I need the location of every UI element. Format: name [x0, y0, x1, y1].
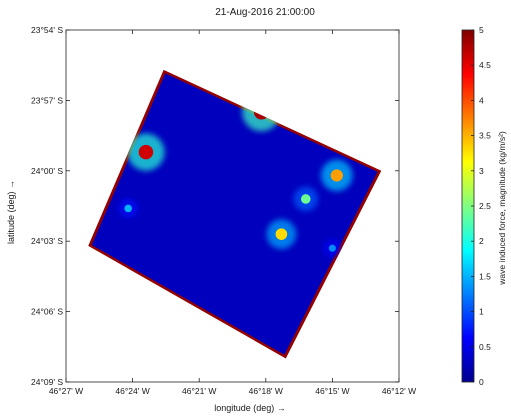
- y-tick-label: 24°00' S: [31, 166, 63, 176]
- x-tick-label: 46°24' W: [115, 386, 149, 396]
- domain-interior: [91, 73, 378, 355]
- colorbar-tick-label: 1: [479, 307, 484, 317]
- x-axis-label: longitude (deg) →: [214, 403, 286, 413]
- axis-ticks: 46°27' W 46°24' W 46°21' W 46°18' W 46°15' W…: [31, 25, 416, 396]
- y-tick-label: 24°03' S: [31, 236, 63, 246]
- chart-title: 21-Aug-2016 21:00:00: [215, 7, 315, 18]
- colorbar-tick-label: 0: [479, 377, 484, 387]
- hotspot-halo-1: [242, 92, 281, 132]
- hotspot-2: [138, 144, 154, 160]
- x-tick-label: 46°27' W: [49, 386, 83, 396]
- x-tick-label: 46°12' W: [382, 386, 416, 396]
- hotspot-5: [300, 194, 311, 204]
- colorbar: 0 0.5 1 1.5 2 2.5 3 3.5 4 4.5 5: [461, 25, 491, 387]
- y-tick-label: 23°54' S: [31, 25, 63, 35]
- plot-frame: [65, 29, 400, 383]
- colorbar-tick-label: 2.5: [479, 201, 491, 211]
- map-axes: [65, 29, 400, 383]
- colorbar-tick-label: 4: [479, 95, 484, 105]
- hotspot-3: [330, 169, 343, 182]
- colorbar-label: wave induced force, magnitude (kg/m/s²): [497, 131, 507, 286]
- colorbar-tick-label: 4.5: [479, 60, 491, 70]
- colorbar-tick-label: 3.5: [479, 131, 491, 141]
- hotspot-1: [253, 104, 269, 120]
- y-tick-label: 24°09' S: [31, 377, 63, 387]
- x-tick-label: 46°21' W: [182, 386, 216, 396]
- colorbar-tick-label: 0.5: [479, 342, 491, 352]
- hotspot-6: [328, 244, 336, 252]
- x-tick-label: 46°18' W: [249, 386, 283, 396]
- hotspot-7: [124, 204, 132, 213]
- y-tick-label: 23°57' S: [31, 95, 63, 105]
- x-tick-label: 46°15' W: [315, 386, 349, 396]
- wave-force-field: [88, 69, 382, 359]
- colorbar-tick-label: 1.5: [479, 271, 491, 281]
- colorbar-tick-label: 3: [479, 166, 484, 176]
- y-axis-label: latitude (deg) →: [6, 180, 16, 244]
- colorbar-tick-label: 2: [479, 236, 484, 246]
- hotspot-4: [275, 228, 288, 240]
- y-tick-label: 24°06' S: [31, 307, 63, 317]
- colorbar-tick-label: 5: [479, 25, 484, 35]
